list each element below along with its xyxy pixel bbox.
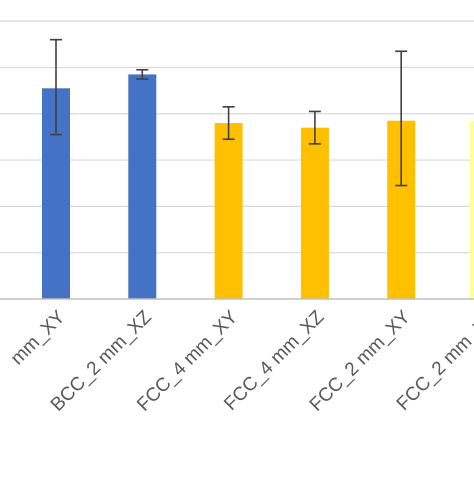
- bar-2: [128, 74, 157, 300]
- bar-3: [214, 123, 243, 300]
- bar-7: [470, 120, 474, 299]
- bars: [42, 74, 474, 300]
- x-tick-label-1: mm_XY: [7, 306, 70, 369]
- error-bars: [50, 38, 408, 187]
- bar-4: [300, 127, 329, 300]
